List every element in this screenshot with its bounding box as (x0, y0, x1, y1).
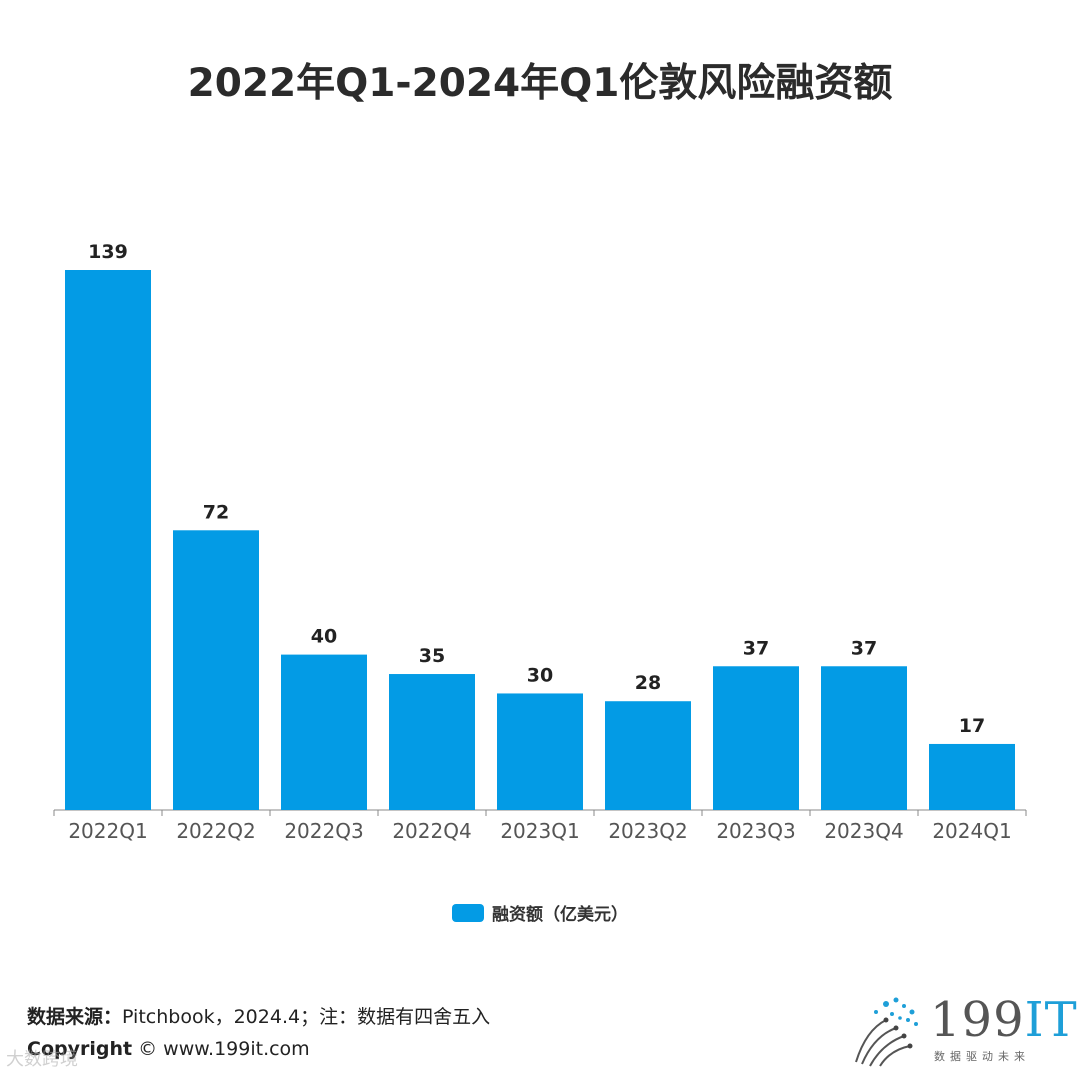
logo-wordmark: 199IT (930, 992, 1078, 1048)
bar-2022Q3 (281, 654, 367, 810)
value-label-2022Q2: 72 (203, 501, 229, 523)
x-tick-label-2023Q2: 2023Q2 (608, 819, 687, 843)
x-tick-label-2022Q1: 2022Q1 (68, 819, 147, 843)
bar-2022Q4 (389, 674, 475, 810)
x-tick-label-2022Q4: 2022Q4 (392, 819, 471, 843)
logo-tagline: 数据驱动未来 (934, 1050, 1030, 1063)
chart-title: 2022年Q1-2024年Q1伦敦风险融资额 (187, 61, 893, 106)
bar-chart: 139 2022Q1 72 2022Q2 40 2022Q3 35 2022Q4 30 2023Q… (53, 241, 1027, 843)
value-label-2023Q2: 28 (635, 672, 661, 694)
copyright-text: © www.199it.com (132, 1038, 310, 1060)
bar-2023Q3 (713, 666, 799, 810)
x-tick-label-2024Q1: 2024Q1 (932, 819, 1011, 843)
x-tick-label-2023Q3: 2023Q3 (716, 819, 795, 843)
watermark: 大数跨境 (6, 1049, 78, 1070)
x-tick-label-2022Q2: 2022Q2 (176, 819, 255, 843)
value-label-2023Q1: 30 (527, 664, 553, 686)
x-tick-label-2023Q4: 2023Q4 (824, 819, 903, 843)
bar-2024Q1 (929, 743, 1015, 810)
legend-label: 融资额（亿美元） (492, 905, 628, 925)
value-label-2023Q4: 37 (851, 637, 877, 659)
value-label-2022Q4: 35 (419, 645, 445, 667)
value-label-2024Q1: 17 (959, 715, 985, 737)
bar-2023Q2 (605, 701, 691, 810)
bar-2023Q1 (497, 693, 583, 810)
source-label: 数据来源： (27, 1006, 123, 1028)
x-tick-label-2023Q1: 2023Q1 (500, 819, 579, 843)
legend-swatch (452, 903, 484, 922)
copyright-note: Copyright © www.199it.com (27, 1038, 310, 1060)
logo-dots-icon (855, 997, 918, 1067)
logo-it: IT (1024, 992, 1078, 1048)
logo-number: 199 (930, 992, 1025, 1048)
x-tick-label-2022Q3: 2022Q3 (284, 819, 363, 843)
legend: 融资额（亿美元） (0, 900, 1080, 925)
bar-2023Q4 (821, 666, 907, 810)
copyright-label: Copyright (27, 1038, 133, 1060)
value-label-2022Q3: 40 (311, 626, 337, 648)
value-label-2022Q1: 139 (88, 241, 128, 263)
bar-2022Q1 (65, 270, 151, 810)
bar-2022Q2 (173, 530, 259, 810)
source-note: 数据来源：Pitchbook，2024.4；注：数据有四舍五入 (27, 1002, 490, 1029)
source-text: Pitchbook，2024.4；注：数据有四舍五入 (122, 1006, 491, 1028)
value-label-2023Q3: 37 (743, 637, 769, 659)
